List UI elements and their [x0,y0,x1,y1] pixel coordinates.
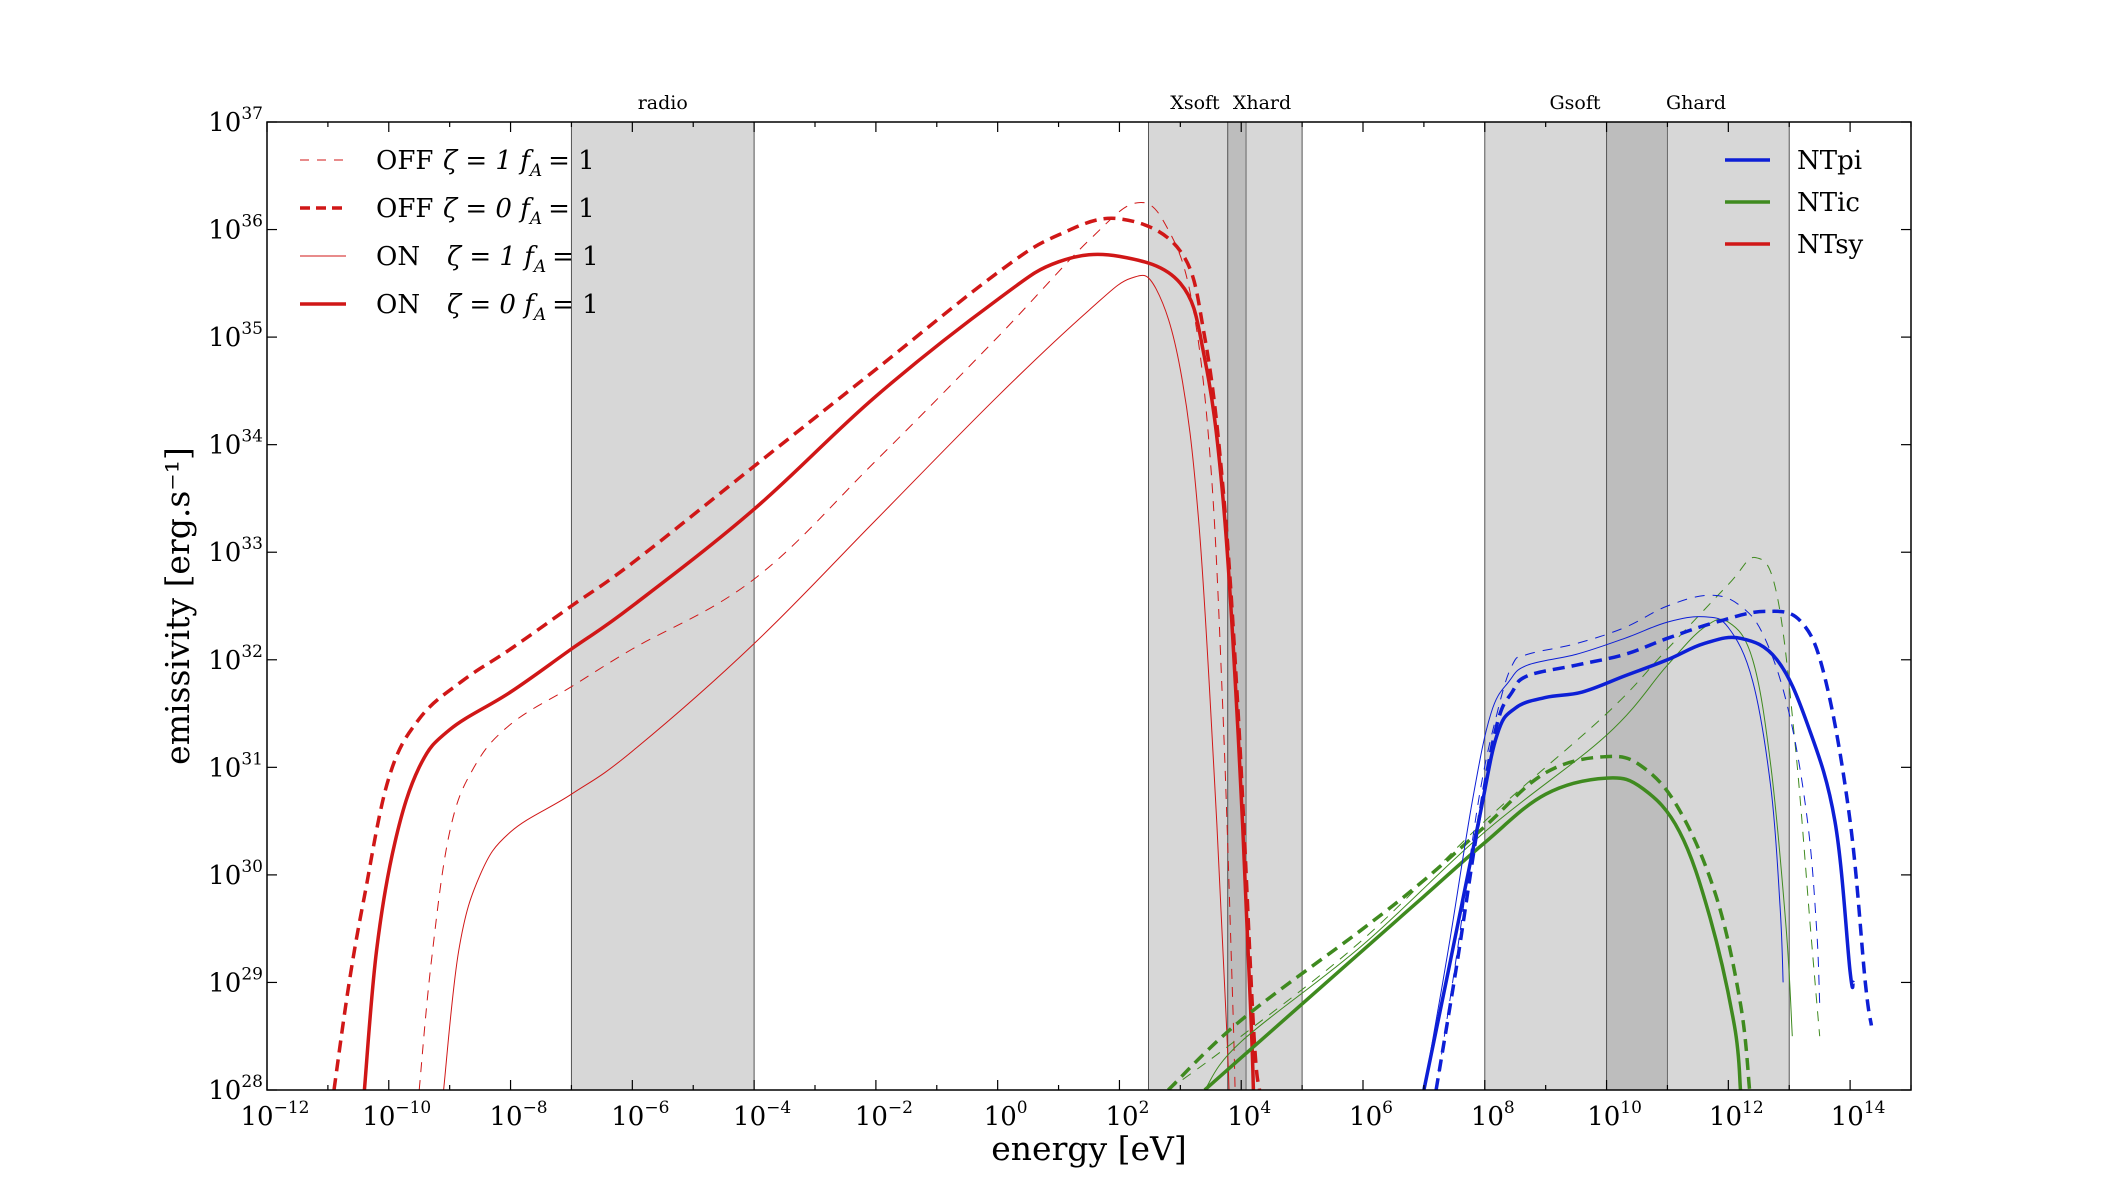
style-legend-math: ζ = 0 fA = 1 [447,290,599,325]
series-ntsy-0 [418,202,1236,1090]
band-label-xhard: Xhard [1233,92,1291,114]
y-tick-label: 1031 [208,749,263,783]
band-label-xsoft: Xsoft [1170,92,1220,114]
style-legend-label: OFF [376,146,433,176]
x-tick-label: 100 [984,1098,1028,1132]
band-label-gsoft: Gsoft [1549,92,1600,114]
axis-ticks [266,121,1912,1091]
style-legend-label: OFF [376,194,433,224]
style-legend-label: ON [376,290,420,320]
series-ntic-7 [1203,776,1743,1090]
x-tick-label: 108 [1471,1098,1515,1132]
y-tick-label: 1037 [208,104,263,138]
plot-frame [266,121,1912,1091]
component-legend: NTpi NTic NTsy [1725,146,1864,260]
y-tick-label: 1034 [208,427,263,461]
band-radio [570,121,755,1091]
y-tick-labels: 1028 1029 1030 1031 1032 1033 1034 1035 1036 1037 [208,104,263,1106]
x-tick-label: 10−12 [241,1098,310,1132]
x-axis-title: energy [eV] [991,1129,1186,1168]
series-ntpi-10 [1423,616,1784,1090]
band-xhard [1227,121,1303,1091]
style-legend-math: ζ = 1 fA = 1 [443,146,595,181]
series-ntpi-8 [1435,594,1821,1090]
x-tick-label: 10−8 [489,1098,547,1132]
y-tick-label: 1032 [208,642,263,676]
band-labels: radio Xsoft Xhard Gsoft Ghard [638,92,1726,114]
x-tick-label: 10−2 [855,1098,913,1132]
y-tick-label: 1029 [208,964,263,998]
style-legend-math: ζ = 1 fA = 1 [447,242,599,277]
style-legend-label: ON [376,242,420,272]
x-tick-label: 1014 [1831,1098,1886,1132]
y-axis-title: emissivity [erg.s⁻¹] [158,447,197,765]
y-tick-label: 1030 [208,857,263,891]
y-tick-label: 1028 [208,1072,263,1106]
x-tick-label: 1010 [1587,1098,1642,1132]
y-tick-label: 1036 [208,212,263,246]
energy-bands [570,121,1790,1091]
series-ntpi-11 [1422,635,1855,1090]
x-tick-label: 1012 [1709,1098,1764,1132]
series-ntic-4 [1167,557,1821,1090]
x-tick-label: 10−10 [362,1098,431,1132]
series-ntsy-3 [362,252,1256,1090]
component-legend-label: NTsy [1797,230,1864,260]
plot-area [332,202,1874,1090]
band-ghard [1606,121,1790,1091]
series-ntsy-2 [443,274,1230,1090]
x-tick-label: 10−6 [611,1098,669,1132]
x-tick-label: 104 [1227,1098,1271,1132]
style-legend-math: ζ = 0 fA = 1 [443,194,595,229]
x-tick-label: 10−4 [733,1098,791,1132]
x-tick-label: 102 [1105,1098,1149,1132]
band-label-radio: radio [638,92,688,114]
x-tick-labels: 10−12 10−10 10−8 10−6 10−4 10−2 100 102 104 106 10… [241,1098,1886,1132]
y-tick-label: 1033 [208,534,263,568]
style-legend: OFF ζ = 1 fA = 1 OFF ζ = 0 fA = 1 ON ζ = 1 fA = … [300,146,599,325]
component-legend-label: NTic [1797,188,1860,218]
band-label-ghard: Ghard [1666,92,1726,114]
component-legend-label: NTpi [1797,146,1862,176]
series-ntic-5 [1166,754,1752,1090]
x-tick-label: 106 [1349,1098,1393,1132]
y-tick-label: 1035 [208,319,263,353]
